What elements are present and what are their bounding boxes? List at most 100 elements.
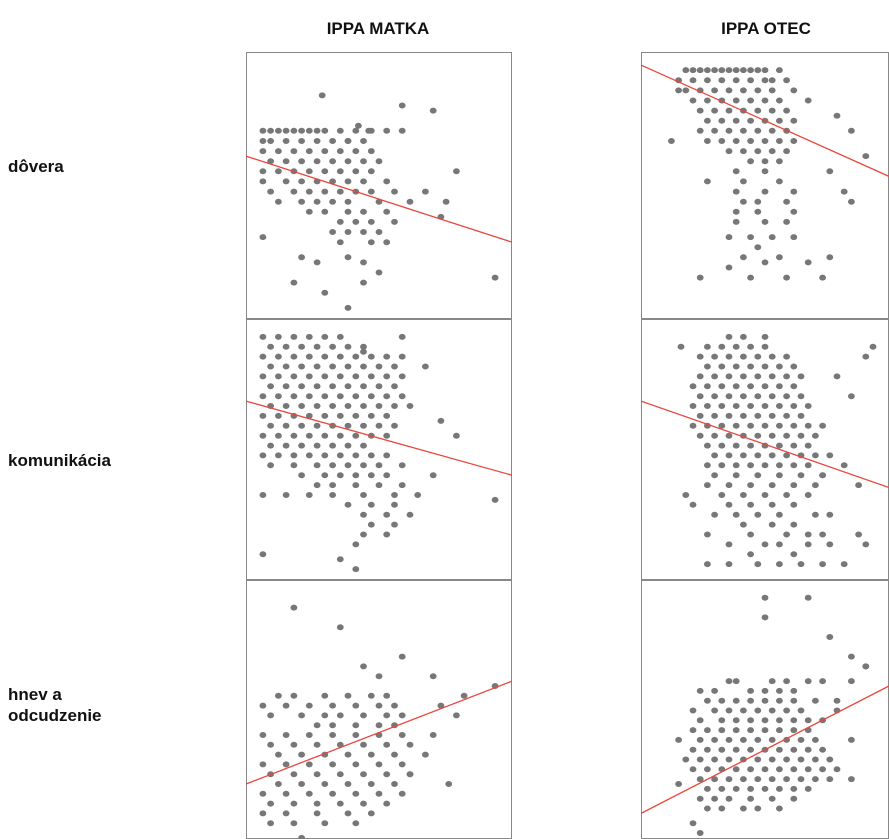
panel-6-point-78 [725, 756, 733, 763]
panel-2-point-93 [747, 234, 754, 241]
row-label-komunikacia: komunikácia [8, 451, 112, 470]
panel-4-point-112 [776, 472, 783, 479]
panel-4-point-110 [732, 472, 740, 479]
panel-2-point-92 [725, 234, 733, 241]
panel-1-point-83 [259, 234, 267, 241]
panel-3-point-79 [367, 412, 375, 419]
panel-1-point-14 [398, 127, 406, 134]
panel-3-point-86 [344, 422, 352, 429]
panel-3-point-49 [360, 383, 367, 390]
panel-5-point-31 [352, 722, 360, 729]
row-label-hnev-line-1: hnev a [8, 685, 62, 704]
panel-2-point-90 [761, 218, 769, 225]
panel-2-point-15 [689, 77, 697, 84]
panel-2-point-81 [761, 188, 769, 195]
panel-1-point-77 [367, 218, 375, 225]
panel-2-point-103 [696, 274, 704, 281]
panel-3-point-124 [321, 472, 329, 479]
panel-5-point-86 [383, 800, 391, 807]
panel-4-point-86 [747, 442, 754, 449]
panel-4-point-33 [718, 383, 726, 390]
panel-3-point-111 [336, 452, 344, 459]
panel-3-point-81 [267, 422, 274, 429]
panel-2-point-105 [783, 274, 790, 281]
panel-6-point-112 [761, 785, 769, 792]
panel-6-point-47 [704, 727, 711, 734]
panel-5-point-73 [391, 781, 398, 787]
panel-6-point-118 [725, 795, 733, 802]
panel-3-point-35 [290, 373, 298, 380]
panel-3-point-39 [352, 373, 360, 380]
panel-2-point-53 [696, 127, 704, 134]
panel-5-point-12 [367, 692, 375, 699]
panel-1-point-30 [367, 148, 375, 155]
panel-4-point-107 [804, 462, 812, 469]
panel-4-point-15 [783, 353, 790, 360]
panel-1-point-17 [282, 138, 290, 144]
panel-2-point-66 [790, 138, 798, 144]
panel-4-point-45 [783, 393, 790, 400]
panel-6-point-2 [804, 594, 812, 601]
panel-6-point-49 [732, 727, 740, 734]
panel-6-point-73 [790, 746, 798, 753]
panel-6-point-53 [790, 727, 798, 734]
panel-2-point-10 [747, 67, 754, 74]
panel-4-point-133 [711, 511, 718, 518]
panel-6-point-11 [804, 678, 812, 685]
panel-2-point-89 [732, 218, 740, 225]
panel-1-point-9 [321, 127, 329, 134]
panel-6-point-130 [682, 756, 690, 763]
panel-4-point-157 [754, 561, 762, 568]
panel-2-point-61 [718, 138, 726, 144]
panel-5-point-74 [259, 790, 267, 797]
panel-1 [246, 52, 512, 319]
panel-6-point-96 [833, 766, 841, 773]
panel-2-point-23 [682, 87, 690, 94]
panel-6-point-80 [754, 756, 762, 763]
panel-3-point-89 [391, 422, 398, 429]
panel-3-point-113 [367, 452, 375, 459]
panel-4-point-8 [761, 343, 769, 350]
panel-6-point-15 [711, 687, 718, 694]
panel-4-point-106 [790, 462, 798, 469]
panel-3-point-122 [398, 462, 406, 469]
panel-5-point-24 [321, 712, 329, 719]
panel-3-point-22 [383, 353, 391, 360]
panel-2-point-60 [704, 138, 711, 144]
panel-2-point-58 [768, 127, 776, 134]
panel-1-point-5 [290, 127, 298, 134]
panel-2-point-83 [740, 198, 747, 205]
panel-1-point-72 [344, 208, 352, 215]
panel-3-point-10 [313, 343, 321, 350]
panel-6-point-131 [862, 663, 870, 670]
panel-1-point-15 [259, 138, 267, 144]
panel-1-point-42 [305, 168, 313, 175]
panel-2-point-32 [704, 97, 711, 104]
panel-1-point-29 [352, 148, 360, 155]
panel-3-point-132 [375, 482, 383, 489]
panel-6-point-8 [732, 678, 740, 685]
panel-1-point-8 [313, 127, 321, 134]
panel-2-point-108 [833, 112, 841, 119]
panel-6-point-65 [848, 736, 855, 743]
panel-6-point-38 [718, 717, 726, 724]
panel-2-point-5 [711, 67, 718, 74]
panel-4-point-21 [776, 363, 783, 370]
panel-1-point-75 [336, 218, 344, 225]
panel-2-point-67 [725, 148, 733, 155]
panel-3-point-126 [352, 472, 360, 479]
panel-6-point-99 [725, 776, 733, 783]
panel-3-frame [246, 319, 512, 580]
panel-6-point-106 [826, 776, 834, 783]
panel-4-point-162 [677, 343, 685, 350]
panel-3-point-116 [290, 462, 298, 469]
panel-3-point-136 [305, 492, 313, 498]
panel-2-point-62 [732, 138, 740, 144]
panel-4-point-153 [747, 551, 754, 558]
panel-4-point-119 [790, 482, 798, 489]
panel-3-point-82 [282, 422, 290, 429]
panel-4-point-84 [718, 442, 726, 449]
panel-4-point-30 [797, 373, 805, 380]
panel-3-point-80 [383, 412, 391, 419]
panel-5-fit-line [246, 680, 512, 785]
